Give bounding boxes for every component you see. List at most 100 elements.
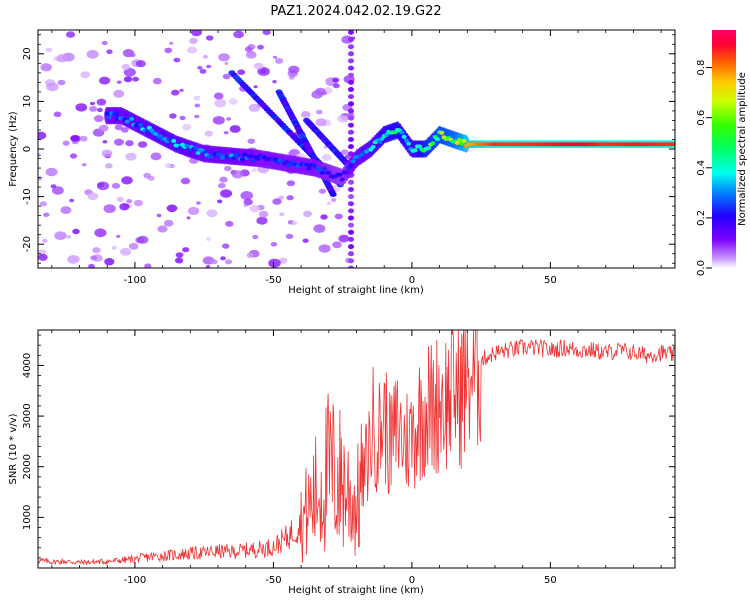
heatmap-speckle	[93, 115, 104, 123]
heatmap-speckle	[196, 201, 201, 205]
heatmap-speckle	[279, 212, 285, 217]
y-tick-label: 20	[22, 47, 33, 60]
heatmap-speckle	[150, 152, 162, 161]
heatmap-ridge-cell	[235, 151, 241, 156]
heatmap-speckle	[121, 176, 133, 185]
colorbar-tick-label: 0.4	[696, 160, 707, 176]
heatmap-speckle	[40, 63, 52, 72]
heatmap-speckle	[156, 213, 162, 218]
heatmap-stripe-cell	[348, 229, 354, 235]
heatmap-ridge-cell	[242, 152, 248, 157]
heatmap-speckle	[318, 244, 331, 253]
heatmap-ridge-cell	[153, 132, 159, 137]
heatmap-speckle	[204, 130, 214, 137]
heatmap-stripe-cell	[348, 201, 354, 207]
heatmap-speckle	[113, 89, 125, 98]
heatmap-speckle	[246, 252, 254, 258]
heatmap-speckle	[213, 92, 224, 100]
spectrogram-x-ticks: -100 -50 0 50	[51, 30, 662, 286]
heatmap-speckle	[229, 125, 241, 133]
heatmap-speckle	[220, 189, 233, 198]
heatmap-speckle	[332, 77, 340, 83]
heatmap-speckle	[224, 61, 229, 65]
heatmap-speckle	[272, 198, 282, 205]
colorbar-tick-label: 0.8	[696, 60, 707, 76]
heatmap-speckle	[166, 204, 178, 213]
heatmap-ridge-cell	[129, 116, 135, 121]
heatmap-speckle	[179, 88, 184, 92]
heatmap-speckle	[334, 213, 343, 220]
heatmap-ridge-cell	[124, 119, 130, 124]
heatmap-ridge-cell	[434, 137, 440, 142]
heatmap-speckle	[42, 238, 48, 243]
heatmap-ridge-cell	[457, 138, 462, 143]
heatmap-ridge-cell	[239, 157, 245, 162]
heatmap-speckle	[258, 210, 269, 218]
heatmap-speckle	[62, 140, 70, 146]
heatmap-speckle	[120, 247, 132, 256]
heatmap-speckle	[189, 37, 198, 45]
heatmap-speckle	[90, 255, 97, 261]
heatmap-speckle	[194, 114, 200, 119]
heatmap-speckle	[219, 176, 228, 183]
x-tick-label: 50	[544, 575, 557, 586]
heatmap-stripe-cell	[348, 258, 354, 264]
heatmap-speckle	[75, 103, 88, 112]
heatmap-speckle	[102, 140, 108, 144]
heatmap-speckle	[81, 163, 87, 167]
heatmap-speckle	[163, 219, 174, 227]
heatmap-speckle	[101, 149, 113, 158]
heatmap-speckle	[123, 67, 136, 77]
heatmap-speckle	[98, 124, 109, 132]
heatmap-stripe-cell	[348, 187, 354, 192]
heatmap-speckle	[231, 170, 244, 179]
snr-series-line	[38, 330, 675, 566]
heatmap-stripe-cell	[348, 144, 354, 150]
heatmap-speckle	[170, 164, 175, 168]
heatmap-speckle	[300, 111, 311, 118]
heatmap-ridge-cell	[403, 138, 409, 143]
x-tick-label: 0	[409, 575, 415, 586]
heatmap-speckle	[225, 259, 233, 265]
heatmap-ridge-cell	[284, 160, 290, 164]
heatmap-speckle	[87, 192, 99, 201]
heatmap-speckle	[193, 95, 201, 101]
snr-y-axis-label: SNR (10 * v/v)	[8, 413, 19, 484]
heatmap-speckle	[89, 106, 98, 112]
heatmap-speckle	[340, 149, 349, 155]
heatmap-speckle	[89, 101, 96, 106]
heatmap-speckle	[96, 181, 110, 191]
y-tick-label: 4000	[22, 353, 33, 378]
heatmap-speckle	[285, 233, 294, 240]
heatmap-speckle	[60, 206, 72, 215]
heatmap-speckle	[233, 30, 245, 39]
heatmap-speckle	[249, 205, 260, 213]
snr-x-axis-label: Height of straight line (km)	[288, 585, 424, 596]
spectrogram-marks	[38, 30, 675, 268]
heatmap-speckle	[45, 47, 53, 53]
heatmap-speckle	[226, 117, 232, 121]
heatmap-speckle	[278, 257, 288, 264]
heatmap-speckle	[57, 79, 66, 86]
heatmap-speckle	[330, 197, 337, 202]
heatmap-speckle	[70, 135, 80, 142]
heatmap-speckle	[337, 115, 349, 123]
heatmap-speckle	[182, 247, 190, 253]
heatmap-speckle	[246, 51, 256, 58]
heatmap-speckle	[72, 228, 80, 235]
x-tick-label: -50	[265, 275, 281, 286]
figure-title: PAZ1.2024.042.02.19.G22	[270, 4, 441, 19]
heatmap-ridge-cell	[370, 144, 376, 149]
heatmap-speckle	[94, 228, 107, 238]
heatmap-stripe-cell	[348, 122, 354, 128]
heatmap-ridge-cell	[401, 134, 407, 139]
heatmap-speckle	[191, 30, 202, 37]
heatmap-speckle	[56, 54, 68, 63]
heatmap-ridge-cell	[439, 130, 445, 135]
heatmap-speckle	[222, 73, 231, 80]
heatmap-speckle	[65, 31, 76, 38]
heatmap-speckle	[38, 253, 48, 261]
heatmap-ridge-cell	[379, 136, 385, 141]
heatmap-ridge-cell	[157, 134, 163, 139]
